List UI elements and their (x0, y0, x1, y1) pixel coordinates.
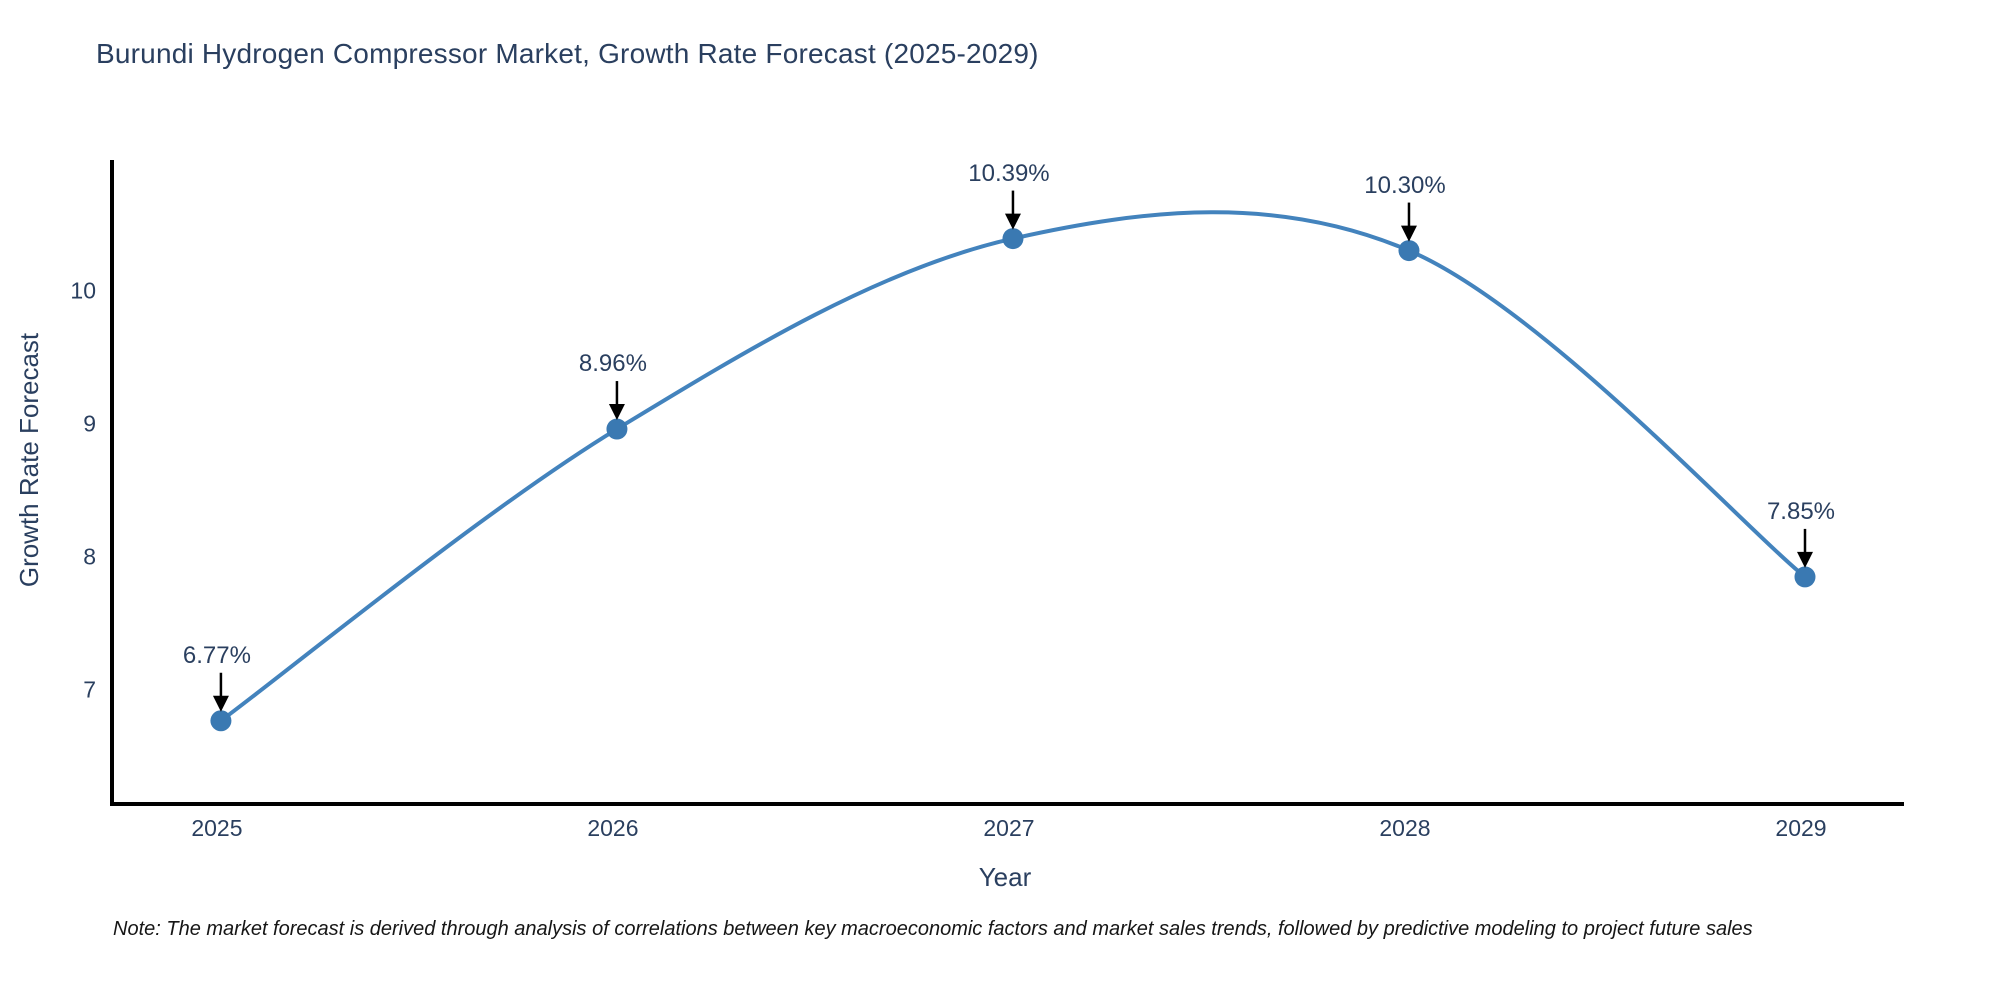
x-tick-label: 2025 (191, 815, 243, 841)
data-point-label: 10.30% (1364, 171, 1446, 199)
x-tick-label: 2029 (1775, 815, 1827, 841)
y-tick-label: 10 (70, 277, 96, 304)
line-chart-svg (210, 190, 1816, 732)
annotation-arrowhead-icon (608, 404, 625, 421)
data-point-label: 7.85% (1766, 497, 1836, 525)
x-axis-title: Year (978, 862, 1032, 892)
plot-area (110, 160, 1904, 806)
annotation-arrowhead-icon (212, 695, 229, 712)
y-tick-label: 7 (83, 676, 96, 703)
data-point-marker (606, 418, 628, 440)
forecast-line (219, 210, 1807, 723)
chart-title: Burundi Hydrogen Compressor Market, Grow… (96, 38, 1039, 69)
data-point-label: 10.39% (968, 159, 1050, 187)
data-point-marker (1398, 240, 1420, 262)
data-point-marker (1794, 566, 1816, 588)
x-tick-label: 2026 (587, 815, 639, 841)
data-point-label: 8.96% (578, 350, 647, 378)
y-tick-label: 9 (83, 410, 96, 437)
annotation-arrowhead-icon (1004, 213, 1021, 230)
annotation-arrowhead-icon (1796, 551, 1813, 568)
annotation-arrowhead-icon (1400, 225, 1417, 242)
data-point-marker (1002, 228, 1024, 250)
x-tick-label: 2027 (983, 815, 1035, 841)
y-tick-label: 8 (83, 543, 96, 570)
x-tick-label: 2028 (1379, 815, 1431, 841)
data-point-label: 6.77% (182, 641, 251, 669)
footnote: Note: The market forecast is derived thr… (113, 918, 1753, 940)
data-point-marker (210, 710, 232, 732)
